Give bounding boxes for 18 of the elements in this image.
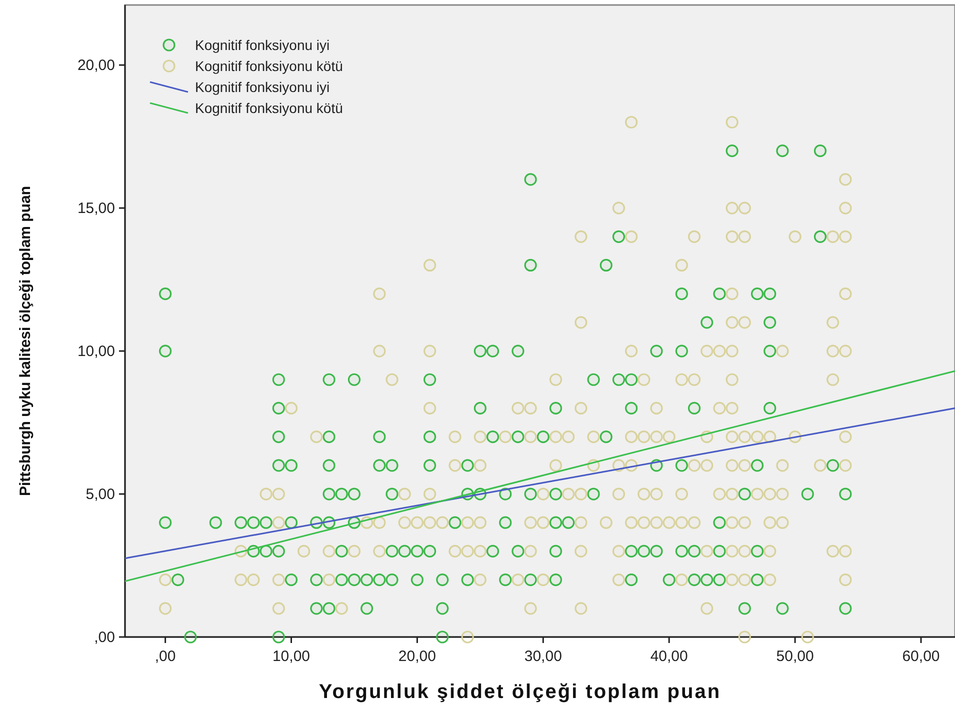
x-axis-title: Yorgunluk şiddet ölçeği toplam puan [318, 681, 722, 703]
x-tick-label: 40,00 [650, 648, 688, 665]
x-tick-label: 20,00 [398, 648, 436, 665]
legend-label: Kognitif fonksiyonu iyi [195, 79, 330, 95]
x-tick-label: 60,00 [902, 648, 940, 665]
y-tick-label: 10,00 [77, 343, 115, 360]
x-tick-label: ,00 [154, 648, 176, 665]
legend-label: Kognitif fonksiyonu kötü [195, 58, 343, 74]
x-tick-label: 10,00 [272, 648, 310, 665]
y-axis-title: Pittsburgh uyku kalitesi ölçeği toplam puan [17, 186, 34, 496]
legend-label: Kognitif fonksiyonu kötü [195, 100, 343, 116]
legend-label: Kognitif fonksiyonu iyi [195, 37, 330, 53]
x-tick-label: 50,00 [776, 648, 814, 665]
y-tick-label: ,00 [94, 629, 115, 646]
y-tick-label: 5,00 [86, 486, 115, 504]
y-tick-label: 15,00 [77, 200, 115, 218]
y-tick-label: 20,00 [77, 57, 115, 74]
x-tick-label: 30,00 [524, 648, 562, 665]
